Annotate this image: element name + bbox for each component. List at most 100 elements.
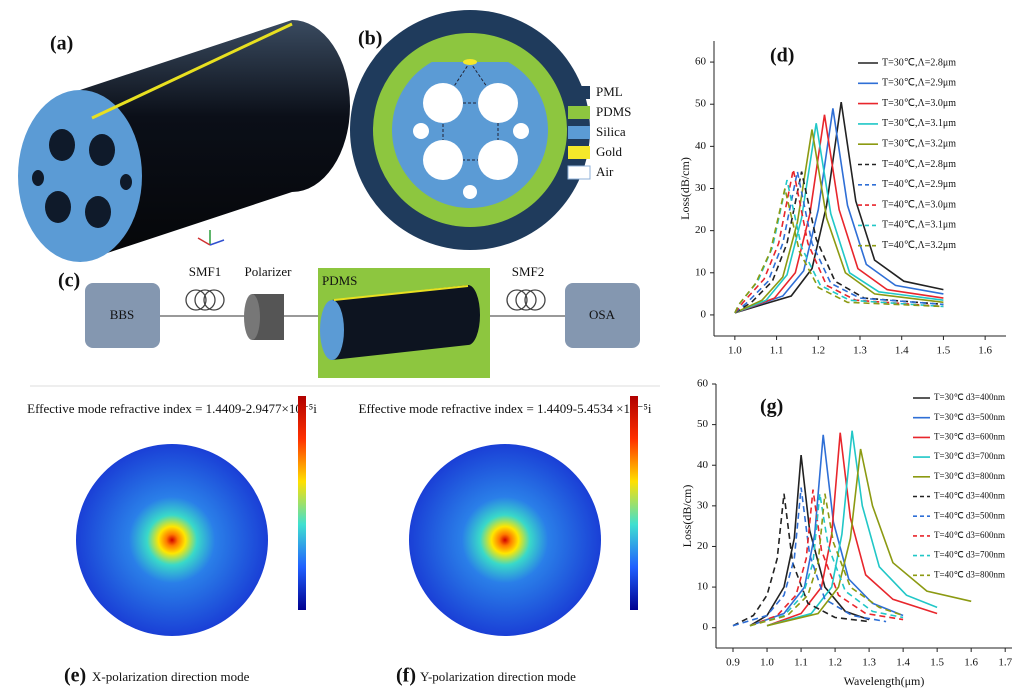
x-tick-label: 1.4 [895, 345, 909, 357]
x-tick-label: 1.2 [828, 657, 842, 669]
y-tick-label: 60 [695, 56, 707, 68]
x-axis-label: Wavelength(μm) [844, 674, 925, 688]
x-tick-label: 1.3 [853, 345, 867, 357]
legend-label: T=30℃ d3=800nm [934, 471, 1005, 481]
y-axis-label: Loss(dB/cm) [680, 485, 694, 548]
legend-label: T=30℃,Λ=3.0μm [882, 98, 956, 109]
legend-label: T=30℃ d3=700nm [934, 451, 1005, 461]
series-line [733, 494, 869, 626]
axes-icon [198, 230, 224, 245]
legend-label: Gold [596, 144, 623, 159]
x-tick-label: 1.4 [896, 657, 910, 669]
panel-f: Effective mode refractive index = 1.4409… [359, 396, 652, 687]
legend-label: T=40℃ d3=500nm [934, 510, 1005, 520]
x-tick-label: 1.1 [794, 657, 808, 669]
panel-c: BBS SMF1 Polarizer PDMS SMF2 OSA (c) [30, 264, 660, 386]
legend-label: T=40℃,Λ=2.9μm [882, 179, 956, 190]
y-tick-label: 50 [695, 98, 707, 110]
legend-swatch [568, 126, 590, 139]
legend-label: Silica [596, 124, 626, 139]
y-tick-label: 30 [695, 182, 707, 194]
hole [32, 170, 44, 186]
legend-label: T=30℃,Λ=2.8μm [882, 57, 956, 68]
legend-label: T=40℃ d3=600nm [934, 530, 1005, 540]
chart-title: (g) [760, 396, 783, 418]
air-hole [423, 140, 463, 180]
colorbar [630, 396, 638, 610]
x-tick-label: 1.0 [760, 657, 774, 669]
legend-label: T=30℃,Λ=2.9μm [882, 78, 956, 89]
legend-label: T=40℃ d3=800nm [934, 569, 1005, 579]
y-tick-label: 10 [695, 266, 707, 278]
legend-label: T=40℃,Λ=3.2μm [882, 240, 956, 251]
caption: X-polarization direction mode [92, 669, 250, 684]
x-tick-label: 1.0 [728, 345, 742, 357]
y-tick-label: 0 [701, 308, 707, 320]
x-tick-label: 1.5 [930, 657, 944, 669]
y-tick-label: 30 [697, 499, 709, 511]
y-axis-label: Loss(dB/cm) [678, 157, 692, 220]
legend-label: T=30℃ d3=400nm [934, 392, 1005, 402]
legend-label: T=40℃,Λ=3.0μm [882, 199, 956, 210]
panel-label: (a) [50, 33, 73, 55]
caption: Y-polarization direction mode [420, 669, 576, 684]
panel-label: (f) [396, 665, 416, 687]
hole [89, 134, 115, 166]
x-tick-label: 1.5 [937, 345, 951, 357]
hole [49, 129, 75, 161]
part-label: Polarizer [245, 264, 293, 279]
air-hole [413, 123, 429, 139]
legend-swatch [568, 146, 590, 159]
figure: (a) PML PDMS Silica Gold Air (b) BBS SMF… [0, 0, 1016, 693]
legend-label: T=40℃ d3=700nm [934, 550, 1005, 560]
part-label: SMF1 [189, 264, 222, 279]
box-label: OSA [589, 307, 616, 322]
legend-label: PDMS [596, 104, 631, 119]
legend-swatch [568, 166, 590, 179]
legend-label: T=30℃ d3=500nm [934, 412, 1005, 422]
panel-label: (c) [58, 270, 80, 292]
mode-field [409, 444, 601, 636]
sensor-face [320, 300, 344, 360]
part-label: PDMS [322, 273, 357, 288]
hole [85, 196, 111, 228]
y-tick-label: 40 [695, 140, 707, 152]
coil [507, 290, 545, 310]
legend-swatch [568, 106, 590, 119]
y-tick-label: 0 [703, 621, 709, 633]
x-tick-label: 1.6 [964, 657, 978, 669]
x-tick-label: 1.1 [770, 345, 784, 357]
y-tick-label: 10 [697, 581, 709, 593]
x-tick-label: 1.2 [811, 345, 825, 357]
polarizer-face [244, 294, 260, 340]
air-hole [478, 83, 518, 123]
part-label: SMF2 [512, 264, 545, 279]
y-tick-label: 20 [695, 224, 707, 236]
legend-label: T=30℃,Λ=3.2μm [882, 138, 956, 149]
mode-index: Effective mode refractive index = 1.4409… [359, 401, 652, 416]
mode-index: Effective mode refractive index = 1.4409… [27, 401, 317, 416]
x-tick-label: 1.7 [998, 657, 1012, 669]
legend-label: T=40℃ d3=400nm [934, 491, 1005, 501]
legend-label: T=40℃,Λ=2.8μm [882, 159, 956, 170]
gold-film [463, 59, 477, 65]
air-hole [478, 140, 518, 180]
panel-b: PML PDMS Silica Gold Air (b) [350, 10, 631, 250]
x-tick-label: 1.3 [862, 657, 876, 669]
air-hole [423, 83, 463, 123]
series-line [750, 435, 903, 626]
legend-swatch [568, 86, 590, 99]
legend-label: T=30℃,Λ=3.1μm [882, 118, 956, 129]
legend-label: Air [596, 164, 614, 179]
colorbar [298, 396, 306, 610]
x-tick-label: 1.6 [978, 345, 992, 357]
air-hole [513, 123, 529, 139]
hole [120, 174, 132, 190]
y-tick-label: 20 [697, 540, 709, 552]
air-hole [463, 185, 477, 199]
legend-label: T=40℃,Λ=3.1μm [882, 220, 956, 231]
panel-e: Effective mode refractive index = 1.4409… [27, 396, 317, 687]
y-tick-label: 60 [697, 378, 709, 390]
panel-a: (a) [18, 20, 350, 262]
legend-label: PML [596, 84, 623, 99]
